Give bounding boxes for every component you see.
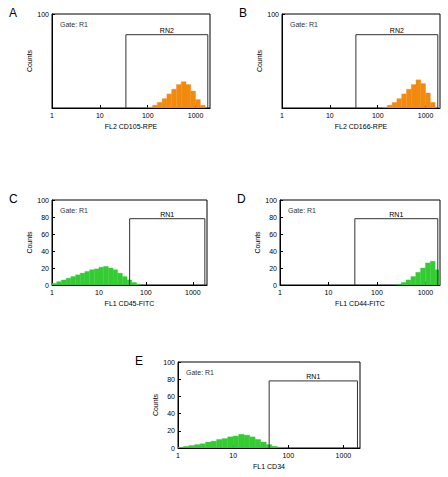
svg-text:FL2 CD166-RPE: FL2 CD166-RPE xyxy=(335,123,388,130)
svg-text:1: 1 xyxy=(280,112,284,119)
svg-text:100: 100 xyxy=(282,452,294,459)
svg-text:Counts: Counts xyxy=(26,231,33,254)
svg-text:60: 60 xyxy=(167,393,175,400)
svg-text:10: 10 xyxy=(326,112,334,119)
svg-text:1000: 1000 xyxy=(185,289,201,296)
svg-text:100: 100 xyxy=(265,197,277,204)
svg-text:100: 100 xyxy=(267,11,279,18)
svg-text:10: 10 xyxy=(95,289,103,296)
svg-text:FL1 CD34: FL1 CD34 xyxy=(253,463,285,470)
svg-text:Counts: Counts xyxy=(254,231,261,254)
svg-text:100: 100 xyxy=(372,112,384,119)
svg-text:1000: 1000 xyxy=(336,452,352,459)
svg-text:0: 0 xyxy=(273,282,277,289)
svg-text:Counts: Counts xyxy=(152,393,159,416)
svg-text:20: 20 xyxy=(41,265,49,272)
svg-text:Gate: R1: Gate: R1 xyxy=(186,369,214,376)
svg-text:20: 20 xyxy=(167,427,175,434)
svg-text:60: 60 xyxy=(269,231,277,238)
svg-text:100: 100 xyxy=(37,11,49,18)
svg-text:10: 10 xyxy=(229,452,237,459)
svg-text:10: 10 xyxy=(96,112,104,119)
svg-text:RN1: RN1 xyxy=(306,373,320,380)
svg-text:1: 1 xyxy=(278,289,282,296)
svg-text:40: 40 xyxy=(167,410,175,417)
svg-text:80: 80 xyxy=(269,214,277,221)
svg-text:1: 1 xyxy=(50,112,54,119)
svg-text:100: 100 xyxy=(142,112,154,119)
svg-text:80: 80 xyxy=(41,214,49,221)
svg-text:RN1: RN1 xyxy=(389,211,403,218)
svg-text:1000: 1000 xyxy=(418,112,434,119)
svg-text:100: 100 xyxy=(37,197,49,204)
svg-text:1000: 1000 xyxy=(418,289,434,296)
svg-text:Gate: R1: Gate: R1 xyxy=(60,207,88,214)
svg-text:20: 20 xyxy=(269,265,277,272)
svg-text:100: 100 xyxy=(140,289,152,296)
svg-text:Counts: Counts xyxy=(256,49,263,72)
svg-text:10: 10 xyxy=(325,289,333,296)
svg-text:RN1: RN1 xyxy=(160,211,174,218)
svg-text:1: 1 xyxy=(50,289,54,296)
svg-text:100: 100 xyxy=(163,359,175,366)
svg-text:A: A xyxy=(9,6,17,20)
svg-text:1000: 1000 xyxy=(188,112,204,119)
svg-text:RN2: RN2 xyxy=(390,27,404,34)
svg-text:0: 0 xyxy=(171,445,175,452)
svg-text:Gate: R1: Gate: R1 xyxy=(290,21,318,28)
svg-text:FL2 CD105-RPE: FL2 CD105-RPE xyxy=(105,123,158,130)
svg-text:RN2: RN2 xyxy=(160,27,174,34)
svg-text:60: 60 xyxy=(41,231,49,238)
svg-text:C: C xyxy=(9,192,18,206)
svg-text:Gate: R1: Gate: R1 xyxy=(60,21,88,28)
svg-text:0: 0 xyxy=(45,282,49,289)
svg-text:100: 100 xyxy=(371,289,383,296)
svg-text:80: 80 xyxy=(167,376,175,383)
svg-text:40: 40 xyxy=(269,248,277,255)
svg-text:B: B xyxy=(239,6,247,20)
svg-text:D: D xyxy=(237,192,246,206)
svg-text:Counts: Counts xyxy=(26,49,33,72)
svg-text:40: 40 xyxy=(41,248,49,255)
svg-text:E: E xyxy=(135,354,143,368)
svg-text:FL1 CD44-FITC: FL1 CD44-FITC xyxy=(335,300,385,307)
svg-text:FL1 CD45-FITC: FL1 CD45-FITC xyxy=(105,300,155,307)
svg-text:Gate: R1: Gate: R1 xyxy=(288,207,316,214)
svg-text:1: 1 xyxy=(176,452,180,459)
